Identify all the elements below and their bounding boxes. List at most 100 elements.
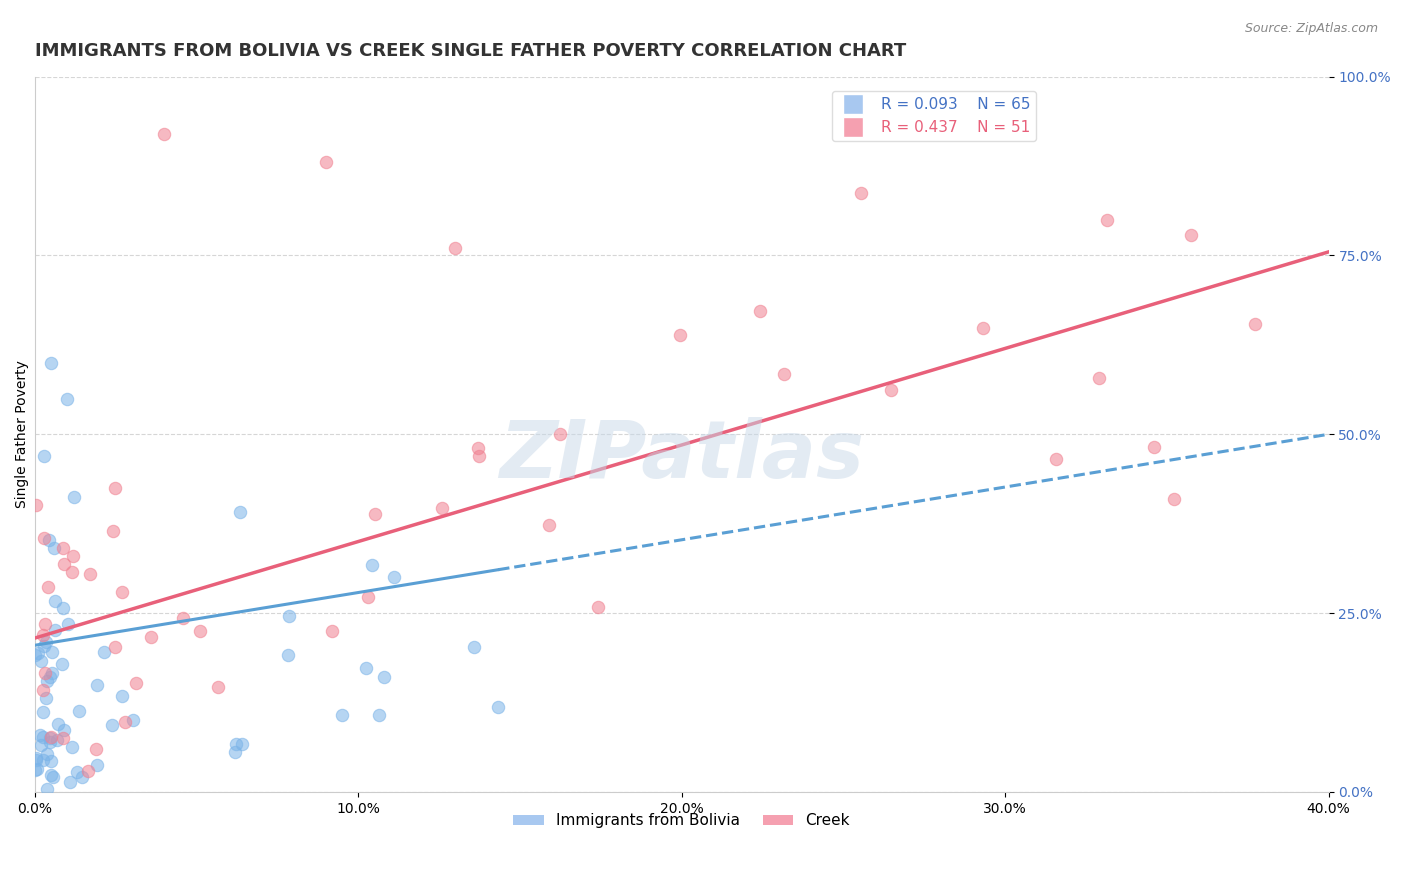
Point (32, 682, 55, 697)
Point (1045, 451, 1067, 466)
Point (52, 541, 75, 555)
Point (111, 689, 134, 703)
Point (315, 155, 337, 169)
Point (122, 713, 145, 727)
Point (35, 747, 58, 761)
Point (851, 186, 873, 200)
Point (37, 580, 59, 594)
Point (1143, 440, 1166, 454)
Point (114, 715, 136, 730)
Point (101, 524, 124, 538)
Point (52, 601, 75, 615)
Point (364, 508, 387, 522)
Point (44, 624, 66, 638)
Legend: Immigrants from Bolivia, Creek: Immigrants from Bolivia, Creek (508, 807, 856, 834)
Point (361, 558, 384, 573)
Point (1243, 317, 1265, 331)
Point (79, 566, 101, 581)
Point (45, 733, 67, 747)
Point (125, 676, 148, 690)
Point (35, 782, 58, 797)
Point (153, 127, 176, 141)
Point (76, 764, 98, 778)
Point (30, 738, 52, 752)
Point (46, 717, 69, 731)
Point (30, 655, 52, 669)
Point (42, 541, 65, 556)
Point (30, 729, 52, 743)
Point (52, 731, 75, 746)
Point (35, 674, 58, 689)
Point (188, 624, 211, 638)
Point (86, 758, 108, 772)
Point (34, 665, 56, 680)
Point (32, 449, 55, 463)
Point (101, 718, 124, 732)
Point (66, 764, 89, 779)
Point (39, 735, 62, 749)
Point (25, 753, 48, 767)
Point (972, 321, 994, 335)
Point (70, 771, 93, 785)
Point (38, 533, 60, 548)
Point (382, 570, 405, 584)
Point (41, 768, 63, 782)
Point (52, 557, 75, 571)
Text: IMMIGRANTS FROM BOLIVIA VS CREEK SINGLE FATHER POVERTY CORRELATION CHART: IMMIGRANTS FROM BOLIVIA VS CREEK SINGLE … (35, 42, 905, 60)
Point (41, 770, 63, 784)
Point (172, 611, 194, 625)
Point (463, 640, 485, 655)
Point (39, 356, 62, 370)
Point (1163, 492, 1185, 507)
Point (25, 762, 48, 776)
Point (67, 704, 90, 718)
Point (56, 617, 79, 632)
Point (357, 591, 380, 605)
Point (32, 753, 55, 767)
Point (231, 737, 253, 751)
Point (104, 640, 127, 654)
Point (225, 737, 247, 751)
Point (32, 705, 55, 719)
Point (111, 584, 134, 599)
Point (27, 646, 49, 660)
Point (86, 677, 108, 691)
Point (62, 491, 84, 505)
Point (39, 731, 62, 746)
Point (444, 241, 467, 255)
Point (25, 751, 48, 765)
Y-axis label: Single Father Poverty: Single Father Poverty (15, 360, 30, 508)
Point (537, 517, 560, 532)
Point (486, 700, 509, 714)
Point (880, 384, 903, 398)
Point (24, 763, 46, 777)
Point (84, 742, 107, 756)
Point (668, 328, 690, 343)
Point (367, 708, 389, 723)
Point (51, 657, 73, 672)
Point (32, 628, 55, 642)
Point (44, 594, 66, 608)
Point (277, 648, 299, 662)
Point (773, 368, 796, 382)
Point (468, 449, 491, 463)
Point (548, 426, 571, 441)
Point (35, 635, 58, 649)
Point (56, 392, 79, 406)
Point (32, 531, 55, 545)
Point (1088, 370, 1111, 384)
Point (31, 730, 53, 744)
Point (53, 723, 76, 737)
Point (24, 648, 46, 663)
Point (373, 670, 395, 684)
Point (39, 731, 62, 745)
Point (25, 498, 48, 512)
Point (430, 501, 453, 516)
Point (104, 481, 127, 495)
Point (224, 745, 246, 759)
Point (207, 680, 229, 694)
Point (1097, 213, 1119, 227)
Point (34, 640, 56, 654)
Point (1180, 228, 1202, 243)
Point (278, 609, 301, 624)
